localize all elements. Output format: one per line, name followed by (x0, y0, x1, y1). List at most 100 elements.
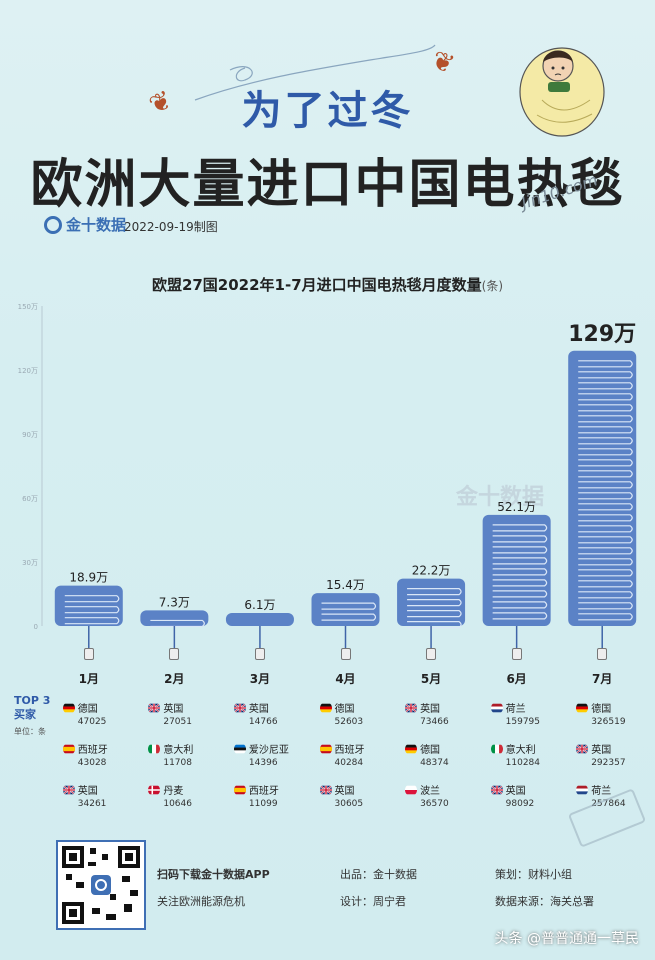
country-name: 英国 (420, 704, 441, 715)
country-name: 意大利 (505, 745, 536, 756)
flag-pl-icon (405, 784, 418, 796)
top3-entry: 德国 326519 (576, 700, 646, 727)
bar-fold-stripe (407, 588, 462, 596)
data-source: 数据来源：海关总署 (495, 895, 594, 908)
flag-nl-icon (490, 702, 503, 714)
month-label: 6月 (506, 672, 527, 686)
bar-fold-stripe (578, 613, 633, 621)
country-name: 意大利 (163, 745, 194, 756)
top3-entry: 荷兰 159795 (490, 700, 561, 727)
flag-de-icon (319, 702, 332, 714)
flag-dk-icon (148, 784, 161, 796)
bar-rect (140, 610, 209, 626)
top3-entry: 波兰 36570 (405, 782, 475, 809)
top3-grid: 德国 47025 西班牙 43028 英国 34261 英国 27051 意大利 11708 丹麦 1… (0, 694, 655, 814)
qr-line-2: 关注欧洲能源危机 (157, 895, 245, 908)
country-name: 波兰 (420, 786, 441, 797)
bar-fold-stripe (150, 619, 205, 628)
bar-7 (568, 350, 637, 660)
qr-code-icon (62, 846, 140, 924)
value-label: 7.3万 (159, 595, 190, 609)
chart-title-text: 欧盟27国2022年1-7月进口中国电热毯月度数量 (151, 276, 482, 294)
bar-fold-stripe (578, 492, 633, 500)
bar-fold-stripe (578, 591, 633, 599)
country-value: 47025 (77, 717, 107, 727)
country-value: 48374 (420, 758, 449, 768)
bar-fold-stripe (64, 606, 120, 614)
bar-fold-stripe (492, 601, 548, 609)
country-name: 英国 (591, 745, 612, 756)
country-value: 52603 (334, 717, 364, 727)
bar-fold-stripe (492, 590, 548, 598)
bar-fold-stripe (407, 599, 462, 607)
bar-rect (482, 514, 551, 626)
chart-watermark: 金十数据 (455, 484, 544, 510)
brand-icon (44, 215, 62, 234)
bar-4 (311, 593, 380, 660)
top3-entry: 英国 27051 (148, 700, 218, 727)
top3-entry: 西班牙 40284 (319, 741, 390, 768)
bar-1 (54, 585, 123, 660)
chart-title: 欧盟27国2022年1-7月进口中国电热毯月度数量(条) (0, 274, 655, 295)
country-value: 292357 (591, 758, 626, 768)
bar-fold-stripe (578, 503, 633, 511)
country-name: 荷兰 (591, 786, 612, 797)
country-name: 西班牙 (77, 745, 108, 756)
brand-logo: 金十数据 (44, 214, 126, 235)
y-tick-label: 150万 (18, 303, 38, 311)
top3-unit: 单位：条 (14, 727, 46, 736)
top3-entry: 爱沙尼亚 14396 (233, 741, 304, 768)
country-name: 德国 (334, 704, 355, 715)
bar-fold-stripe (578, 536, 633, 544)
month-label: 7月 (592, 672, 613, 686)
bar-fold-stripe (578, 382, 633, 390)
bar-fold-stripe (578, 371, 633, 379)
flag-es-icon (319, 743, 332, 755)
value-label: 22.2万 (412, 564, 451, 578)
month-axis: 1月 2月 3月 4月 5月 6月 7月 (0, 640, 655, 690)
flag-gb-icon (62, 784, 75, 796)
top3-label-line1: TOP 3 (14, 694, 51, 707)
country-value: 27051 (163, 717, 192, 727)
y-tick-label: 30万 (22, 559, 38, 567)
flag-gb-icon (576, 743, 589, 755)
country-value: 98092 (505, 799, 535, 809)
bar-fold-stripe (578, 393, 633, 401)
chart-title-unit: (条) (481, 279, 504, 293)
country-value: 40284 (334, 758, 364, 768)
flag-es-icon (233, 784, 246, 796)
top3-entry: 英国 292357 (576, 741, 646, 768)
month-label: 1月 (78, 672, 99, 686)
bar-fold-stripe (492, 557, 548, 565)
bar-fold-stripe (407, 621, 462, 629)
title-line-1: 为了过冬 (241, 88, 414, 134)
country-name: 丹麦 (163, 786, 184, 797)
bar-fold-stripe (578, 569, 633, 577)
qr-code[interactable] (56, 840, 146, 930)
bar-fold-stripe (578, 448, 633, 456)
country-value: 326519 (591, 717, 626, 727)
top3-entry: 意大利 110284 (490, 741, 561, 768)
flag-de-icon (62, 702, 75, 714)
flag-ee-icon (233, 743, 246, 755)
chart-date: 2022-09-19制图 (124, 220, 218, 234)
plug-icon (169, 648, 180, 660)
bar-fold-stripe (578, 459, 633, 467)
country-name: 英国 (77, 786, 98, 797)
bar-fold-stripe (64, 595, 120, 603)
flag-gb-icon (233, 702, 246, 714)
top3-label-line2: 买家 (14, 708, 36, 721)
top3-entry: 意大利 11708 (148, 741, 218, 768)
month-label: 2月 (164, 672, 185, 686)
bar-rect (225, 612, 294, 626)
top3-entry: 德国 52603 (319, 700, 390, 727)
y-tick-label: 60万 (22, 495, 38, 503)
bar-fold-stripe (492, 568, 548, 576)
plug-icon (597, 648, 608, 660)
country-value: 159795 (505, 717, 540, 727)
bar-fold-stripe (578, 470, 633, 478)
planner: 策划：财料小组 (495, 868, 572, 881)
bar-fold-stripe (578, 360, 633, 368)
flag-es-icon (62, 743, 75, 755)
